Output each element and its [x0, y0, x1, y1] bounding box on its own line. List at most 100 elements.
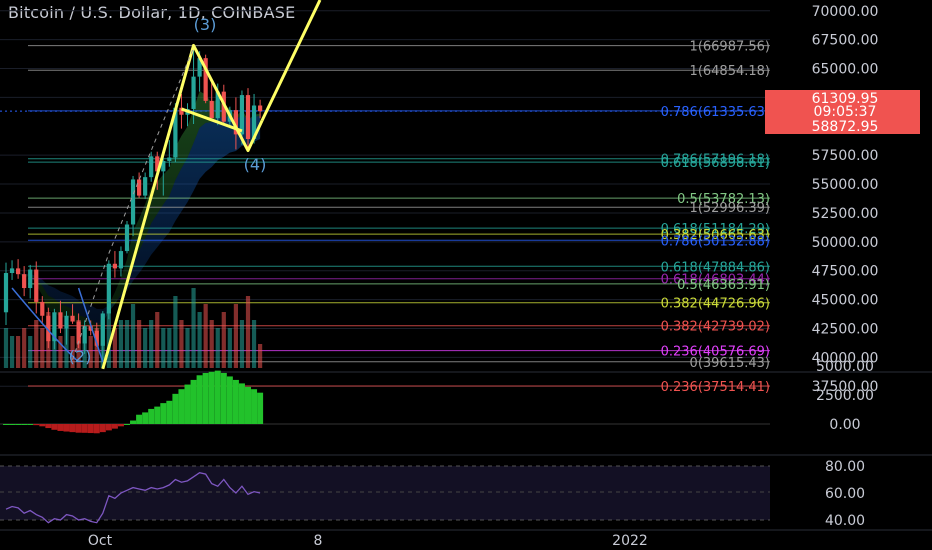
fib-label: 0.236(40576.69) — [661, 345, 770, 360]
macd-bar — [51, 424, 58, 430]
candle-body — [149, 156, 154, 178]
macd-bar — [57, 424, 64, 431]
volume-bar — [197, 312, 202, 368]
candle-body — [124, 224, 130, 252]
volume-bar — [130, 304, 136, 368]
candle-body — [161, 160, 166, 172]
wave5-projection — [260, 0, 322, 122]
candle-body — [94, 330, 99, 346]
macd-bar — [130, 420, 137, 424]
candle-body — [3, 273, 9, 313]
volume-bar — [233, 304, 238, 368]
price-tick: 50000.00 — [812, 235, 879, 251]
volume-bar — [34, 320, 39, 368]
candle-body — [22, 274, 27, 289]
macd-bar — [172, 393, 179, 424]
candle-body — [34, 269, 39, 302]
rsi-band — [0, 466, 770, 520]
volume-bar — [106, 312, 111, 368]
candle-body — [106, 263, 111, 314]
candle-body — [64, 315, 69, 329]
fib-label: 1(66987.56) — [690, 40, 770, 55]
candle-body — [191, 76, 196, 109]
macd-bar — [33, 424, 40, 426]
volume-bar — [118, 320, 124, 368]
macd-bar — [15, 424, 22, 425]
volume-bar — [191, 288, 196, 368]
price-tick: 40000.00 — [812, 350, 879, 366]
flag-lower-line — [180, 107, 243, 133]
macd-bar — [220, 372, 227, 424]
macd-bar — [238, 383, 245, 424]
macd-bar — [166, 400, 173, 424]
candle-body — [16, 268, 21, 275]
candle-body — [203, 58, 208, 101]
macd-bar — [245, 386, 251, 424]
macd-tick: 0.00 — [829, 417, 860, 433]
macd-bar — [208, 371, 215, 424]
volume-bar — [88, 336, 93, 368]
rsi-tick: 40.00 — [825, 513, 865, 529]
candle-body — [167, 157, 172, 161]
macd-bar — [105, 424, 112, 431]
macd-bar — [69, 424, 76, 433]
macd-bar — [202, 372, 209, 424]
volume-bar — [251, 320, 257, 368]
candle-body — [52, 312, 57, 342]
price-tick: 42500.00 — [812, 321, 879, 337]
candle-body — [197, 58, 202, 77]
candle-body — [251, 105, 257, 140]
dashed-connector — [108, 47, 195, 254]
candle-body — [82, 326, 87, 344]
time-axis[interactable]: Oct 8 2022 — [88, 533, 648, 549]
volume-bar — [70, 336, 75, 368]
macd-bar — [226, 376, 233, 424]
candle-body — [130, 179, 136, 225]
price-label: 09:05:37 — [814, 104, 877, 120]
candle-body — [118, 251, 124, 269]
rsi-panel — [5, 472, 261, 524]
fib-label: 0.5(53782.13) — [677, 192, 770, 207]
volume-bar — [173, 296, 178, 368]
macd-bar — [214, 370, 221, 424]
fib-label: 0.382(50665.63) — [661, 228, 770, 243]
macd-bar — [251, 389, 258, 424]
macd-bar — [45, 424, 52, 429]
macd-bar — [3, 424, 9, 425]
fib-levels[interactable]: 1(66987.56) 1(64854.18) 0.786(61335.63) 0.7… — [28, 40, 770, 395]
macd-bar — [21, 424, 28, 425]
volume-bar — [155, 312, 160, 368]
wave-label: (3) — [194, 15, 217, 34]
volume-bar — [40, 328, 45, 368]
prior-wave-line — [77, 287, 104, 363]
fib-label: 0.618(51184.29) — [661, 222, 770, 237]
volume-bar — [149, 320, 154, 368]
macd-bar — [136, 414, 143, 424]
candle-body — [143, 177, 148, 196]
price-label-box — [765, 103, 920, 119]
fib-label: 1(52996.39) — [690, 201, 770, 216]
price-axis[interactable]: 70000.0067500.0065000.0062500.0057500.00… — [765, 4, 920, 529]
wave-drawing[interactable]: (3) (4) (2) — [11, 0, 322, 370]
volume-bar — [227, 328, 232, 368]
macd-bar — [178, 389, 185, 424]
volume-bar — [16, 336, 21, 368]
macd-bar — [142, 412, 149, 424]
time-label: 8 — [314, 533, 323, 549]
rsi-tick: 80.00 — [825, 459, 865, 475]
price-tick: 52500.00 — [812, 206, 879, 222]
price-tick: 47500.00 — [812, 264, 879, 280]
fib-label: 0.786(61335.63) — [661, 105, 770, 120]
fib-label: 0.236(37514.41) — [661, 380, 770, 395]
volume-bar — [58, 336, 63, 368]
volume-bar — [28, 336, 33, 368]
macd-bar — [257, 392, 264, 424]
fib-label: 0.786(57196.18) — [661, 153, 770, 168]
ma-ribbon-blue — [6, 115, 261, 325]
wave-label: (2) — [69, 347, 92, 366]
candle-body — [112, 263, 117, 269]
candle-body — [100, 313, 105, 346]
macd-bar — [196, 375, 203, 424]
volume-bar — [179, 320, 184, 368]
